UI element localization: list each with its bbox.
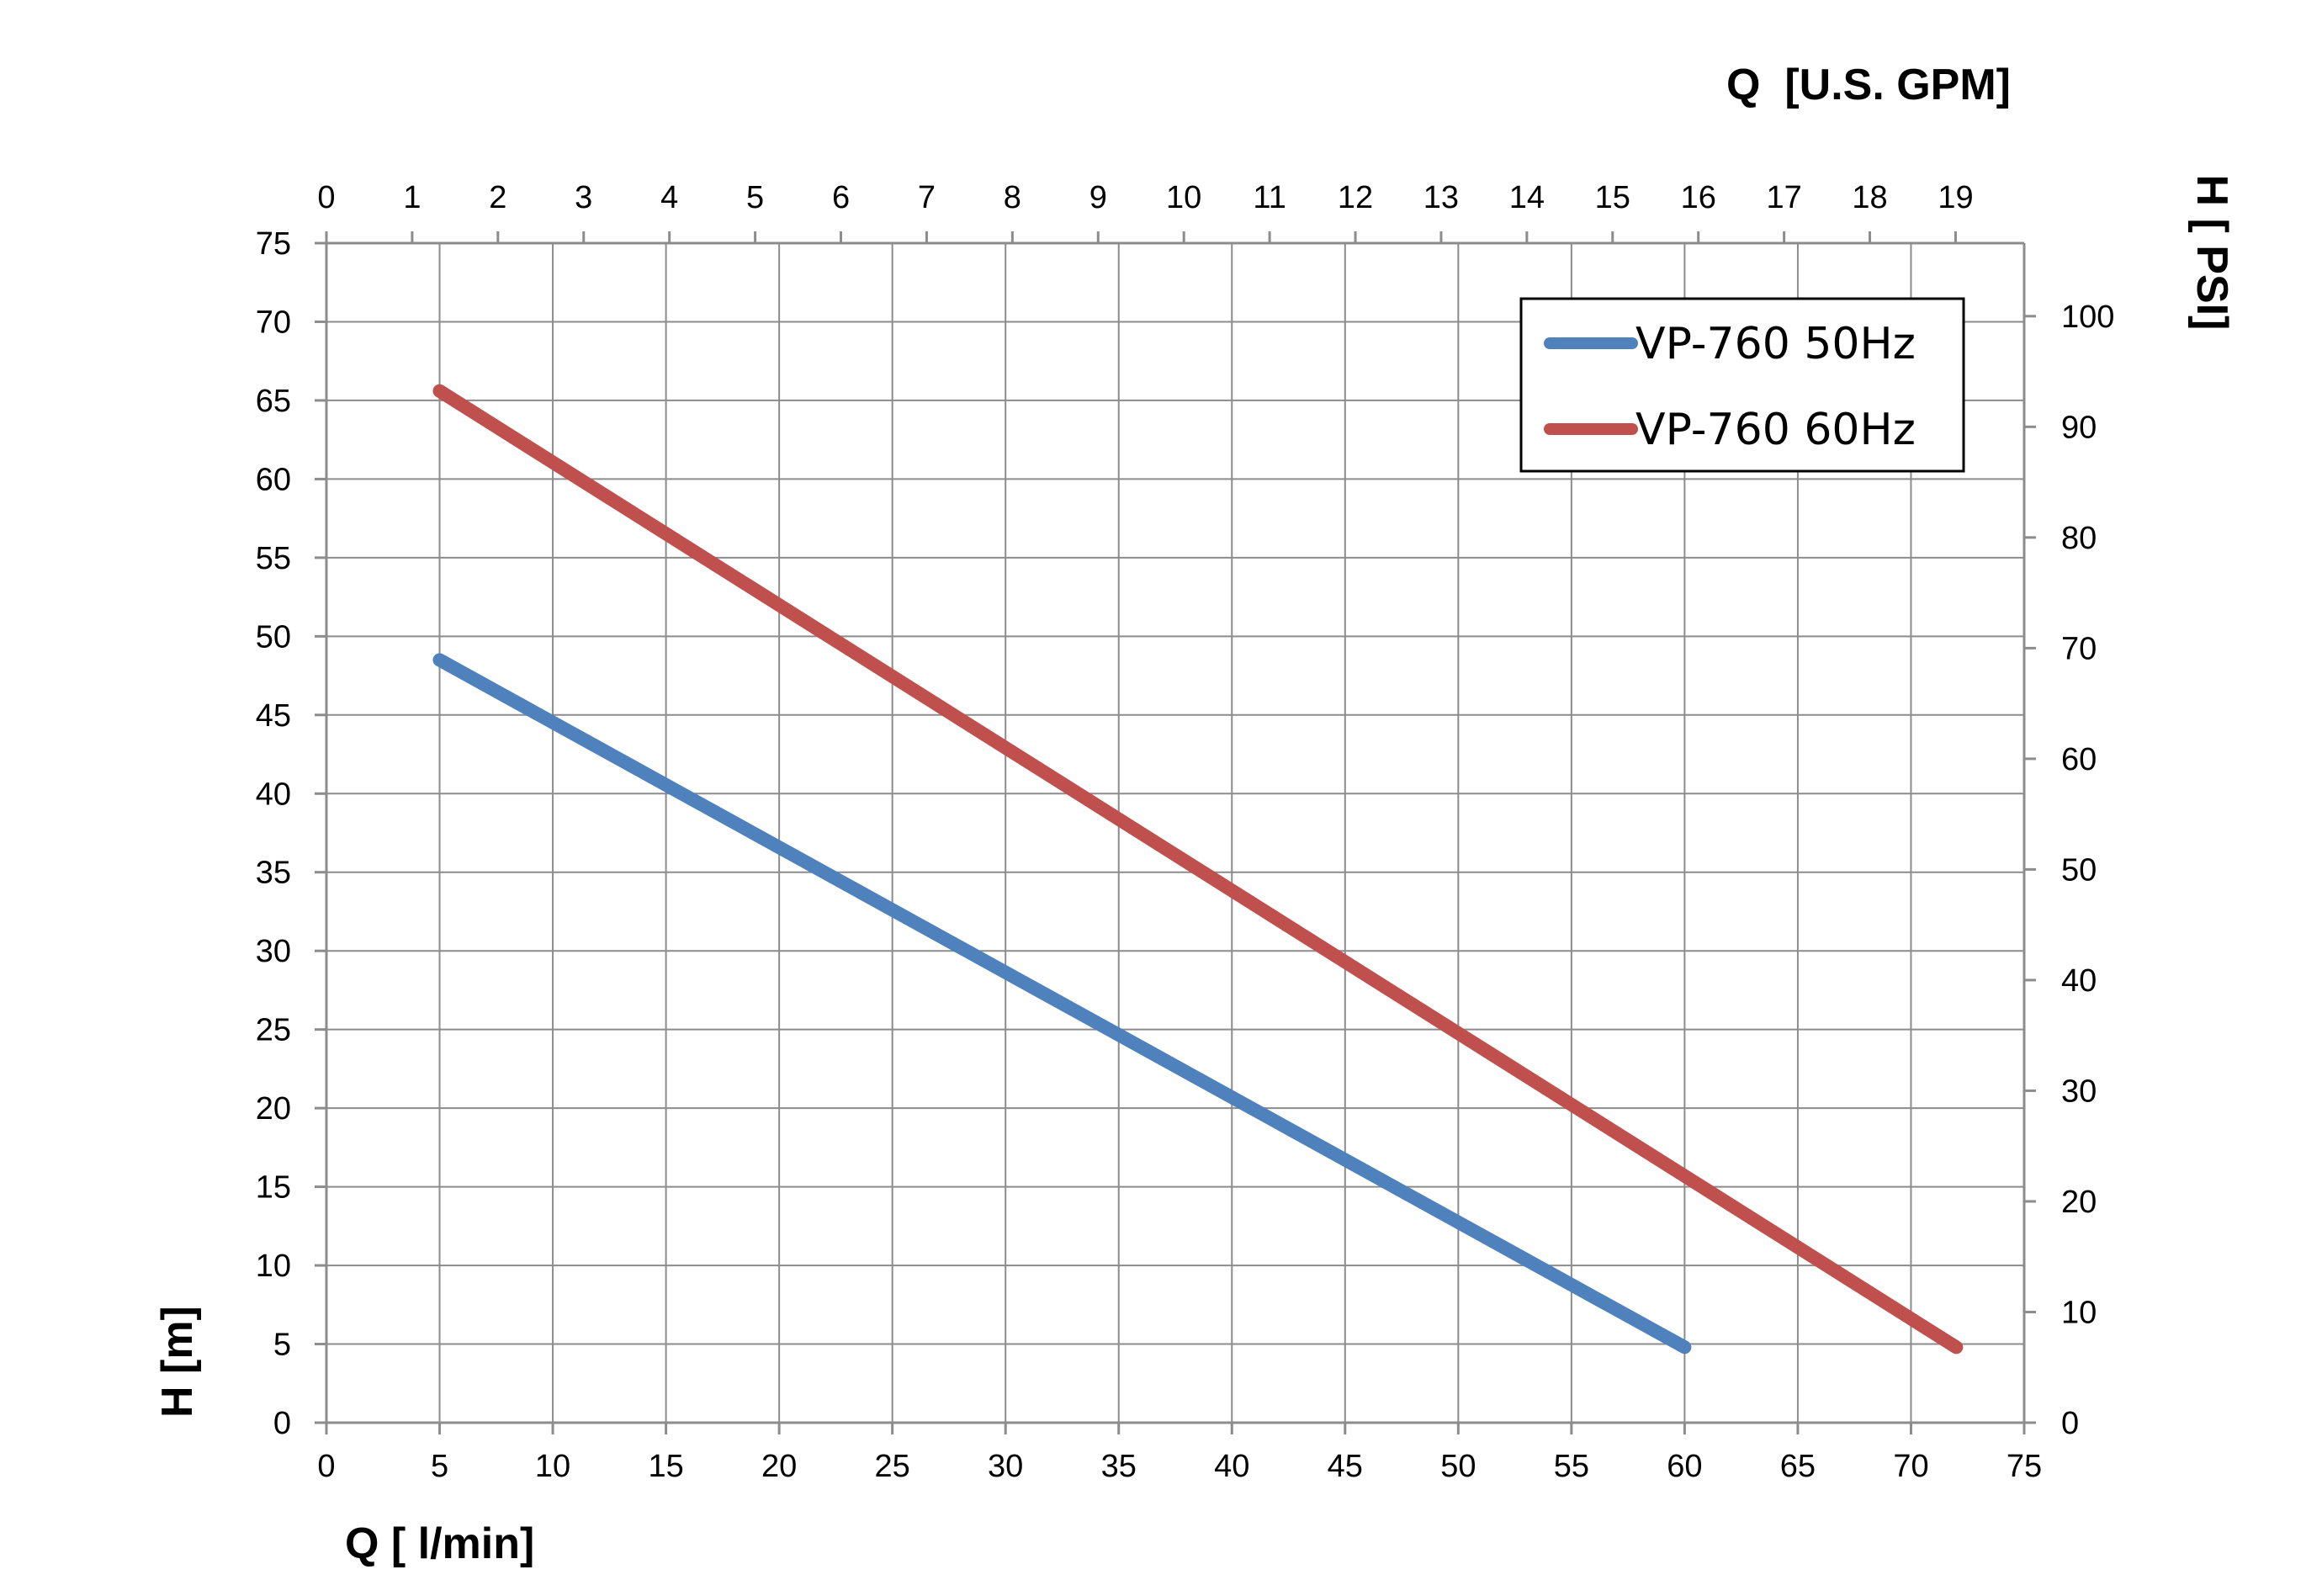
x2-tick-label: 4	[660, 180, 678, 215]
y-tick-label: 50	[256, 619, 291, 655]
x-tick-label: 25	[875, 1449, 910, 1484]
x-tick-label: 10	[535, 1449, 570, 1484]
legend-label-50hz: VP-760 50Hz	[1635, 319, 1916, 369]
y-tick-label: 65	[256, 384, 291, 419]
y2-tick-label: 30	[2061, 1074, 2097, 1109]
x2-tick-label: 9	[1089, 180, 1107, 215]
y2-axis-title: H [ PSI]	[2187, 175, 2236, 331]
series-line-1	[432, 384, 1964, 1355]
x-tick-label: 35	[1101, 1449, 1137, 1484]
x2-tick-label: 15	[1595, 180, 1630, 215]
tick-labels: 0 5 10 15 20 25 30 35 40 45 50 55 60 65 70 750510152025…	[256, 180, 2115, 1484]
x-tick-label: 30	[988, 1449, 1023, 1484]
y2-tick-label: 20	[2061, 1185, 2097, 1220]
x2-tick-label: 2	[489, 180, 506, 215]
y-tick-label: 60	[256, 462, 291, 497]
x-tick-label: 55	[1554, 1449, 1589, 1484]
x2-tick-label: 14	[1509, 180, 1545, 215]
y2-tick-label: 50	[2061, 852, 2097, 888]
legend: VP-760 50Hz VP-760 60Hz	[1519, 297, 1965, 473]
y-tick-label: 10	[256, 1249, 291, 1284]
x-tick-label: 45	[1328, 1449, 1363, 1484]
x2-tick-label: 13	[1423, 180, 1459, 215]
y2-tick-label: 90	[2061, 410, 2097, 445]
x-tick-label: 15	[648, 1449, 683, 1484]
x2-tick-label: 16	[1681, 180, 1716, 215]
x2-tick-label: 11	[1253, 180, 1286, 215]
x2-tick-label: 8	[1004, 180, 1021, 215]
x-tick-label: 70	[1893, 1449, 1928, 1484]
x2-tick-label: 3	[575, 180, 592, 215]
y-tick-label: 25	[256, 1013, 291, 1048]
x2-tick-label: 18	[1852, 180, 1887, 215]
y-tick-label: 70	[256, 305, 291, 340]
x2-axis-title: Q [U.S. GPM]	[1726, 61, 2011, 109]
y2-tick-label: 70	[2061, 631, 2097, 666]
x2-tick-label: 1	[403, 180, 421, 215]
y-tick-label: 55	[256, 541, 291, 576]
series-lines	[432, 384, 1964, 1355]
y-tick-label: 35	[256, 856, 291, 891]
y-tick-label: 45	[256, 698, 291, 734]
legend-label-60hz: VP-760 60Hz	[1635, 405, 1916, 455]
y-tick-label: 30	[256, 934, 291, 969]
y2-tick-label: 100	[2061, 300, 2114, 335]
y-tick-label: 15	[256, 1170, 291, 1206]
x-tick-label: 20	[761, 1449, 797, 1484]
x2-tick-label: 19	[1938, 180, 1973, 215]
y-tick-label: 75	[256, 226, 291, 262]
legend-box	[1519, 297, 1965, 473]
x-tick-label: 0	[317, 1449, 335, 1484]
x-tick-label: 75	[2007, 1449, 2042, 1484]
x-tick-label: 60	[1667, 1449, 1702, 1484]
x2-tick-label: 5	[746, 180, 764, 215]
axes	[315, 231, 2036, 1434]
y-tick-label: 0	[273, 1406, 291, 1441]
y2-tick-label: 0	[2061, 1406, 2079, 1441]
y2-tick-label: 80	[2061, 521, 2097, 556]
y2-tick-label: 60	[2061, 742, 2097, 777]
x2-tick-label: 0	[317, 180, 335, 215]
x2-tick-label: 10	[1166, 180, 1201, 215]
y-tick-label: 20	[256, 1091, 291, 1127]
x2-tick-label: 6	[832, 180, 850, 215]
x2-tick-label: 17	[1766, 180, 1801, 215]
y-tick-label: 5	[273, 1328, 291, 1363]
x-tick-label: 5	[431, 1449, 448, 1484]
y2-tick-label: 10	[2061, 1295, 2097, 1330]
x-tick-label: 40	[1214, 1449, 1249, 1484]
y-axis-title: H [m]	[153, 1306, 202, 1418]
x-tick-label: 65	[1780, 1449, 1816, 1484]
x-axis-title: Q [ l/min]	[345, 1519, 534, 1568]
series-line-0	[432, 653, 1692, 1355]
x2-tick-label: 12	[1338, 180, 1373, 215]
x2-tick-label: 7	[918, 180, 936, 215]
y-tick-label: 40	[256, 777, 291, 812]
y2-tick-label: 40	[2061, 963, 2097, 999]
x-tick-label: 50	[1440, 1449, 1476, 1484]
